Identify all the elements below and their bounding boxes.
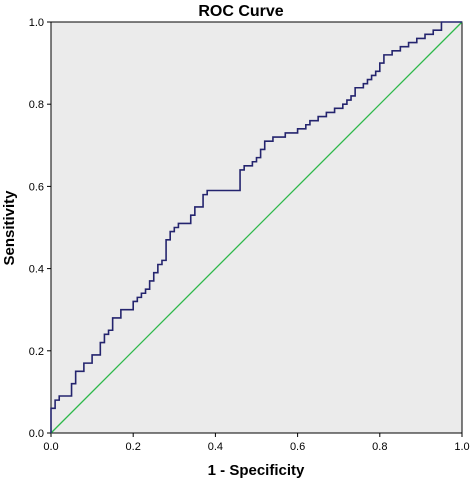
roc-curve-line [50,21,462,433]
y-tick-label: 0.2 [29,346,44,358]
reference-diagonal-line [50,21,463,434]
y-tick-label: 0.4 [29,264,44,276]
x-tick-label: 0.8 [372,441,387,453]
x-tick-label: 0.4 [208,441,223,453]
chart-title: ROC Curve [198,3,283,20]
y-axis-title: Sensitivity [1,190,18,266]
y-tick-label: 0.6 [29,181,44,193]
x-axis: 0.0 0.2 0.4 0.6 0.8 1.0 [43,433,470,453]
y-axis: 0.0 0.2 0.4 0.6 0.8 1.0 [29,17,51,440]
x-tick-label: 0.6 [290,441,305,453]
x-tick-label: 0.0 [43,441,58,453]
y-tick-label: 1.0 [29,17,44,29]
series-layer [50,21,463,434]
y-tick-label: 0.0 [29,428,44,440]
x-tick-label: 0.2 [126,441,141,453]
x-tick-label: 1.0 [454,441,469,453]
y-tick-label: 0.8 [29,99,44,111]
x-axis-title: 1 - Specificity [208,462,305,479]
